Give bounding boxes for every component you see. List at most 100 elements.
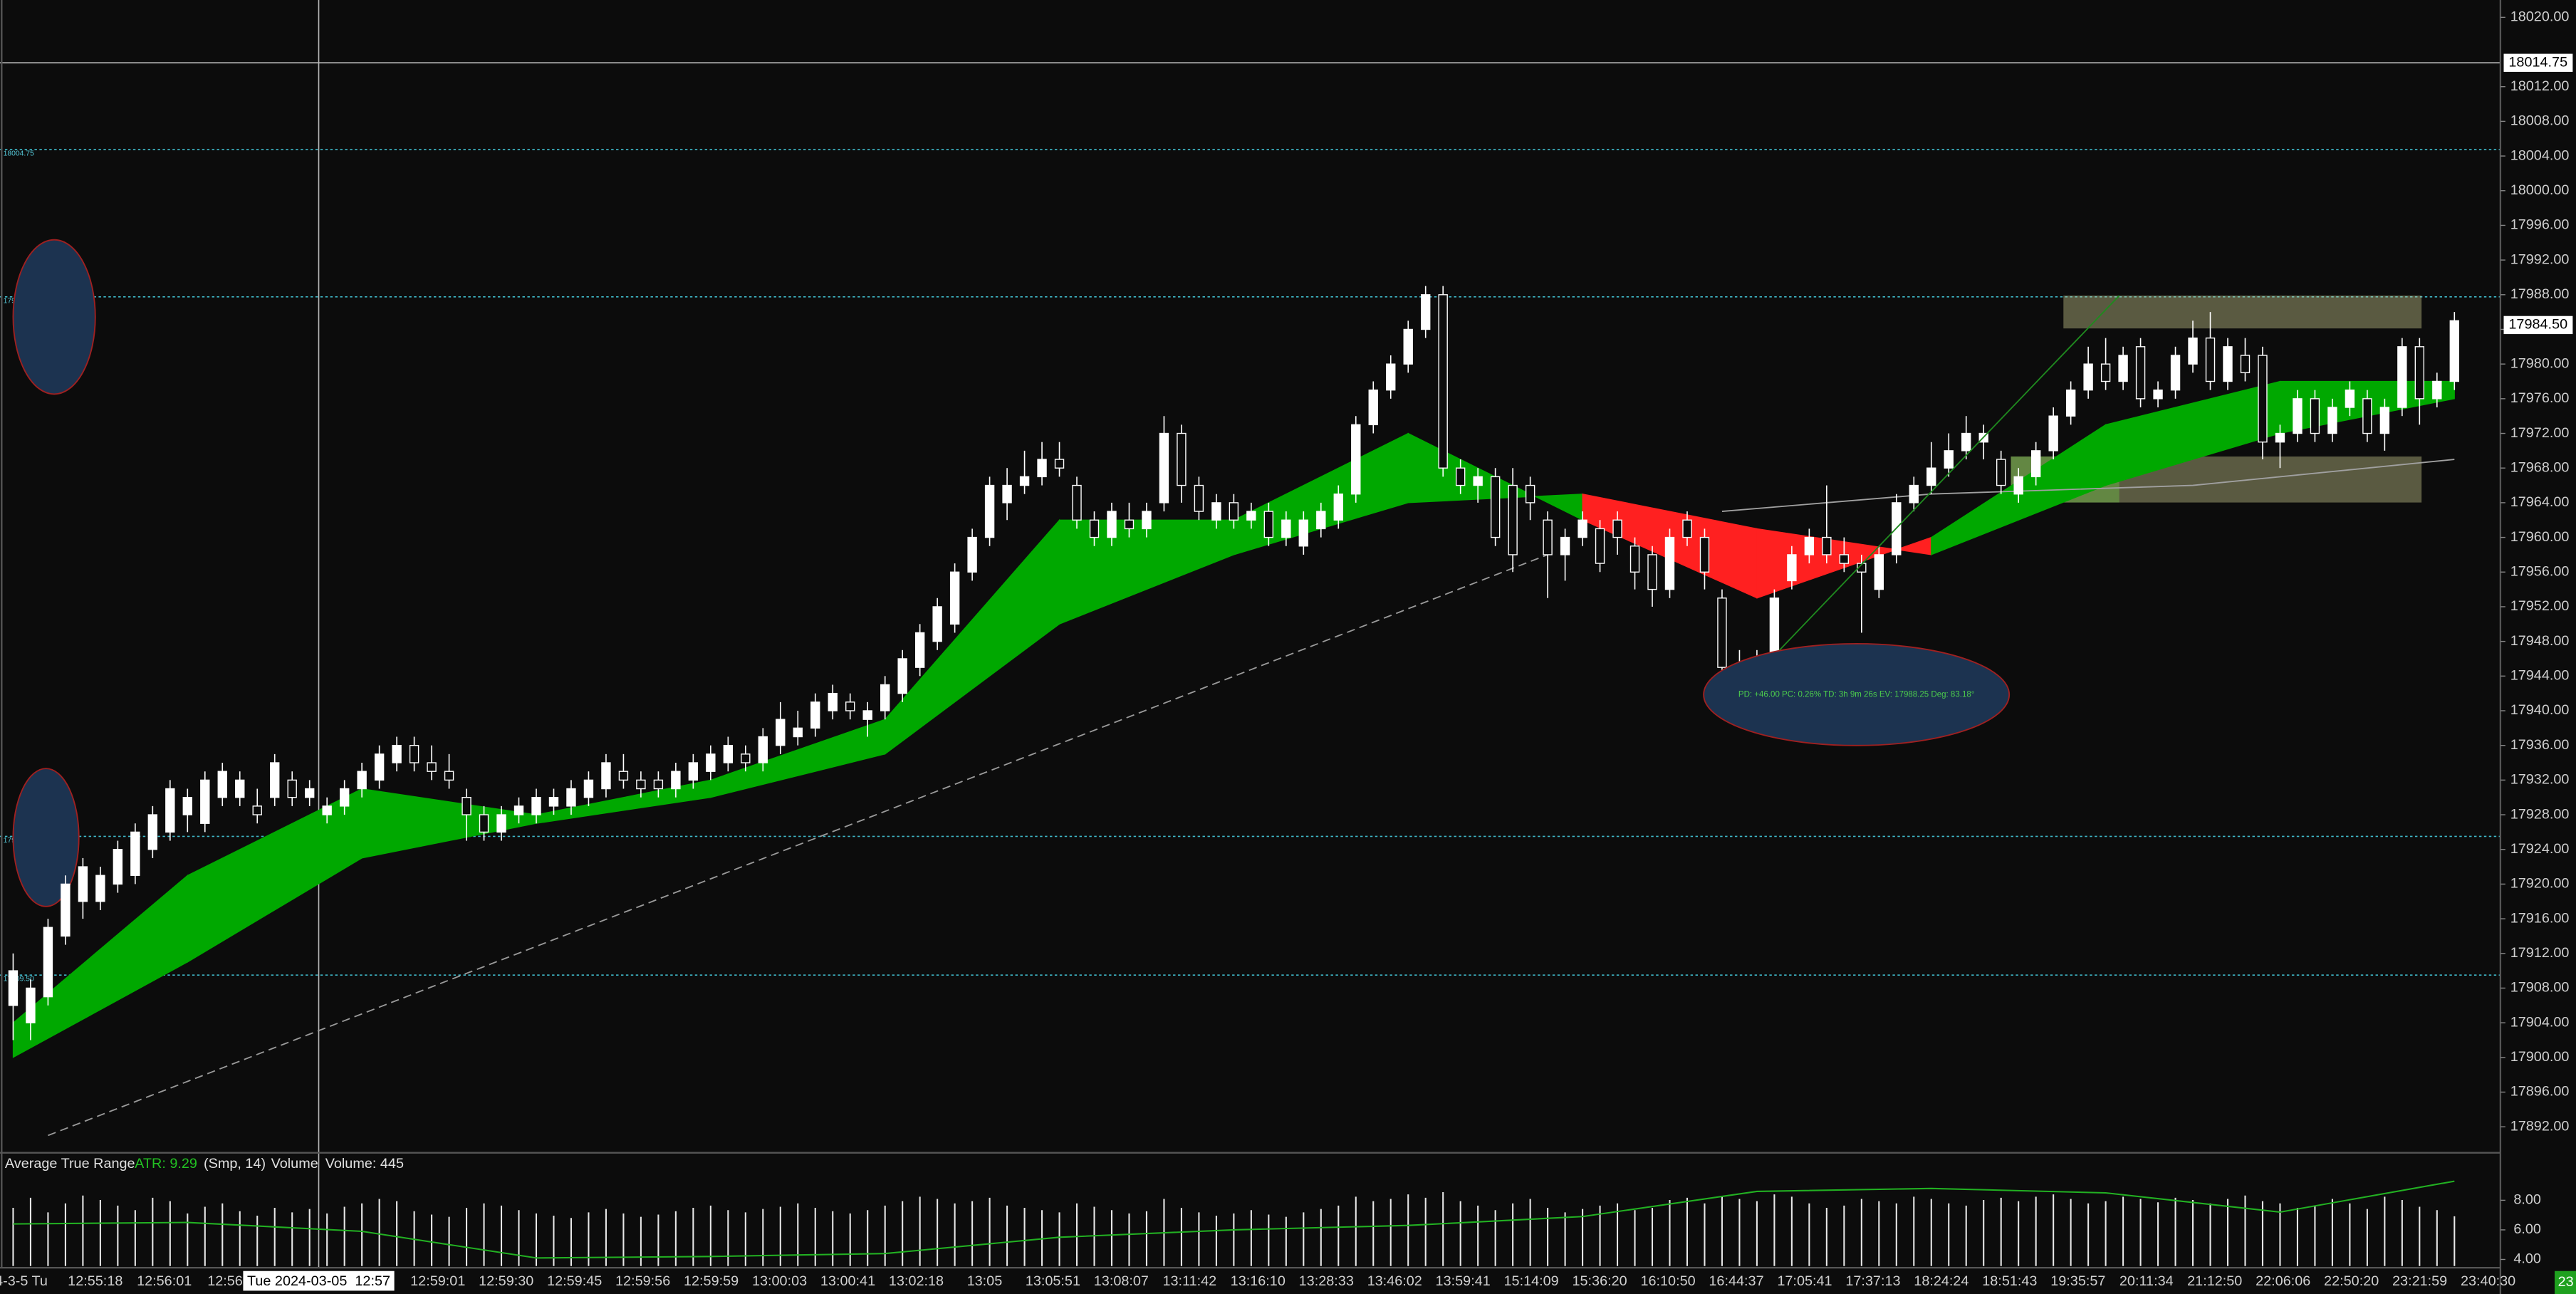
candle-body — [810, 701, 820, 729]
x-tick-label: 23:40:30 — [2461, 1273, 2515, 1289]
crosshair-price-box — [2503, 53, 2573, 72]
candle-body — [1647, 554, 1657, 590]
trend-line — [1744, 295, 2120, 687]
candle-body — [1473, 476, 1483, 486]
y-tick-label: 17928.00 — [2510, 806, 2570, 822]
last-price: 17984.50 — [2508, 317, 2567, 333]
x-tick-label: 20:11:34 — [2119, 1273, 2174, 1289]
candle-body — [409, 744, 419, 763]
candle-body — [914, 632, 925, 668]
y-tick-label: 17908.00 — [2510, 980, 2570, 996]
candle-body — [130, 831, 140, 876]
candle-body — [932, 606, 942, 642]
candle-body — [1124, 519, 1135, 530]
y-tick-label: 18004.00 — [2510, 147, 2570, 163]
y-tick-label: 17944.00 — [2510, 668, 2570, 684]
x-tick-label: 13:28:33 — [1299, 1273, 1354, 1289]
candle-body — [2275, 432, 2285, 443]
candle-body — [322, 805, 332, 815]
candle-body — [200, 779, 210, 824]
candle-body — [1926, 467, 1936, 486]
y-tick-label: 17968.00 — [2510, 459, 2570, 475]
candle-body — [548, 797, 559, 807]
candle-body — [1368, 389, 1378, 426]
candle-body — [1699, 536, 1710, 573]
indicator-title: Average True Range — [5, 1156, 135, 1172]
candle-body — [1909, 484, 1919, 503]
candle-body — [1578, 519, 1587, 538]
candle-body — [2310, 398, 2320, 434]
candle-body — [78, 866, 88, 902]
candle-body — [2223, 346, 2233, 382]
candle-body — [2030, 450, 2041, 478]
x-tick-label: 12:59:45 — [547, 1273, 602, 1289]
candle-body — [1612, 519, 1622, 538]
crosshair-price: 18014.75 — [2508, 54, 2567, 70]
candle-body — [1421, 294, 1431, 330]
candle-body — [1403, 328, 1413, 365]
candle-body — [2240, 355, 2251, 374]
x-tick-label: 18:24:24 — [1914, 1273, 1968, 1289]
candle-body — [2013, 476, 2023, 495]
x-tick-label: 18:51:43 — [1982, 1273, 2037, 1289]
candle-body — [1664, 536, 1675, 590]
y-tick-label: 17976.00 — [2510, 390, 2570, 406]
candle-body — [531, 797, 541, 815]
candle-body — [1054, 459, 1065, 469]
candle-body — [2327, 407, 2337, 434]
candle-body — [671, 771, 681, 790]
level-label: 18004.75 — [4, 150, 34, 157]
x-tick-label: 13:00:41 — [820, 1273, 875, 1289]
indicator-tick-label: 8.00 — [2513, 1192, 2541, 1208]
candle-body — [1595, 528, 1605, 564]
y-tick-label: 17964.00 — [2510, 494, 2570, 510]
y-tick-label: 17988.00 — [2510, 286, 2570, 302]
y-tick-label: 17948.00 — [2510, 633, 2570, 649]
y-tick-label: 17960.00 — [2510, 529, 2570, 545]
candle-body — [2205, 337, 2216, 382]
series-layer — [8, 286, 2459, 1266]
y-tick-label: 17900.00 — [2510, 1049, 2570, 1065]
y-tick-label: 17956.00 — [2510, 564, 2570, 580]
y-tick-label: 17936.00 — [2510, 737, 2570, 753]
time-last-box — [2555, 1270, 2576, 1294]
candle-body — [2083, 363, 2093, 391]
candle-body — [2379, 407, 2390, 434]
candle-body — [1769, 598, 1780, 659]
candle-body — [1298, 519, 1309, 547]
y-tick-label: 17916.00 — [2510, 910, 2570, 926]
y-tick-label: 17896.00 — [2510, 1084, 2570, 1100]
candle-body — [2100, 363, 2111, 382]
candle-body — [1246, 511, 1256, 521]
candle-body — [1961, 432, 1971, 452]
x-tick-label: 13:05 — [967, 1273, 1003, 1289]
candle-body — [270, 762, 280, 798]
x-tick-label: 13:59:41 — [1436, 1273, 1491, 1289]
y-tick-label: 17912.00 — [2510, 945, 2570, 961]
candle-body — [513, 805, 524, 815]
candle-body — [1159, 432, 1169, 503]
candle-body — [880, 684, 890, 711]
candle-body — [1072, 484, 1082, 521]
candle-body — [758, 736, 768, 763]
candle-body — [862, 710, 872, 720]
x-tick-label: 13:08:07 — [1094, 1273, 1149, 1289]
y-tick-label: 18008.00 — [2510, 113, 2570, 129]
candle-body — [2065, 389, 2076, 417]
x-tick-label: 17:37:13 — [1845, 1273, 1900, 1289]
x-tick-label: 23:21:59 — [2392, 1273, 2447, 1289]
candle-body — [984, 484, 995, 538]
candle-body — [828, 692, 838, 711]
x-tick-label: 13:11:42 — [1162, 1273, 1216, 1289]
candle-body — [1177, 432, 1187, 486]
candle-body — [95, 875, 105, 902]
candle-body — [1263, 511, 1274, 538]
x-tick-label: 12:55:18 — [68, 1273, 122, 1289]
y-tick-label: 17952.00 — [2510, 598, 2570, 614]
x-tick-label: 12:59:56 — [615, 1273, 670, 1289]
candle-body — [8, 970, 19, 1006]
indicator-tick-label: 6.00 — [2513, 1221, 2541, 1237]
